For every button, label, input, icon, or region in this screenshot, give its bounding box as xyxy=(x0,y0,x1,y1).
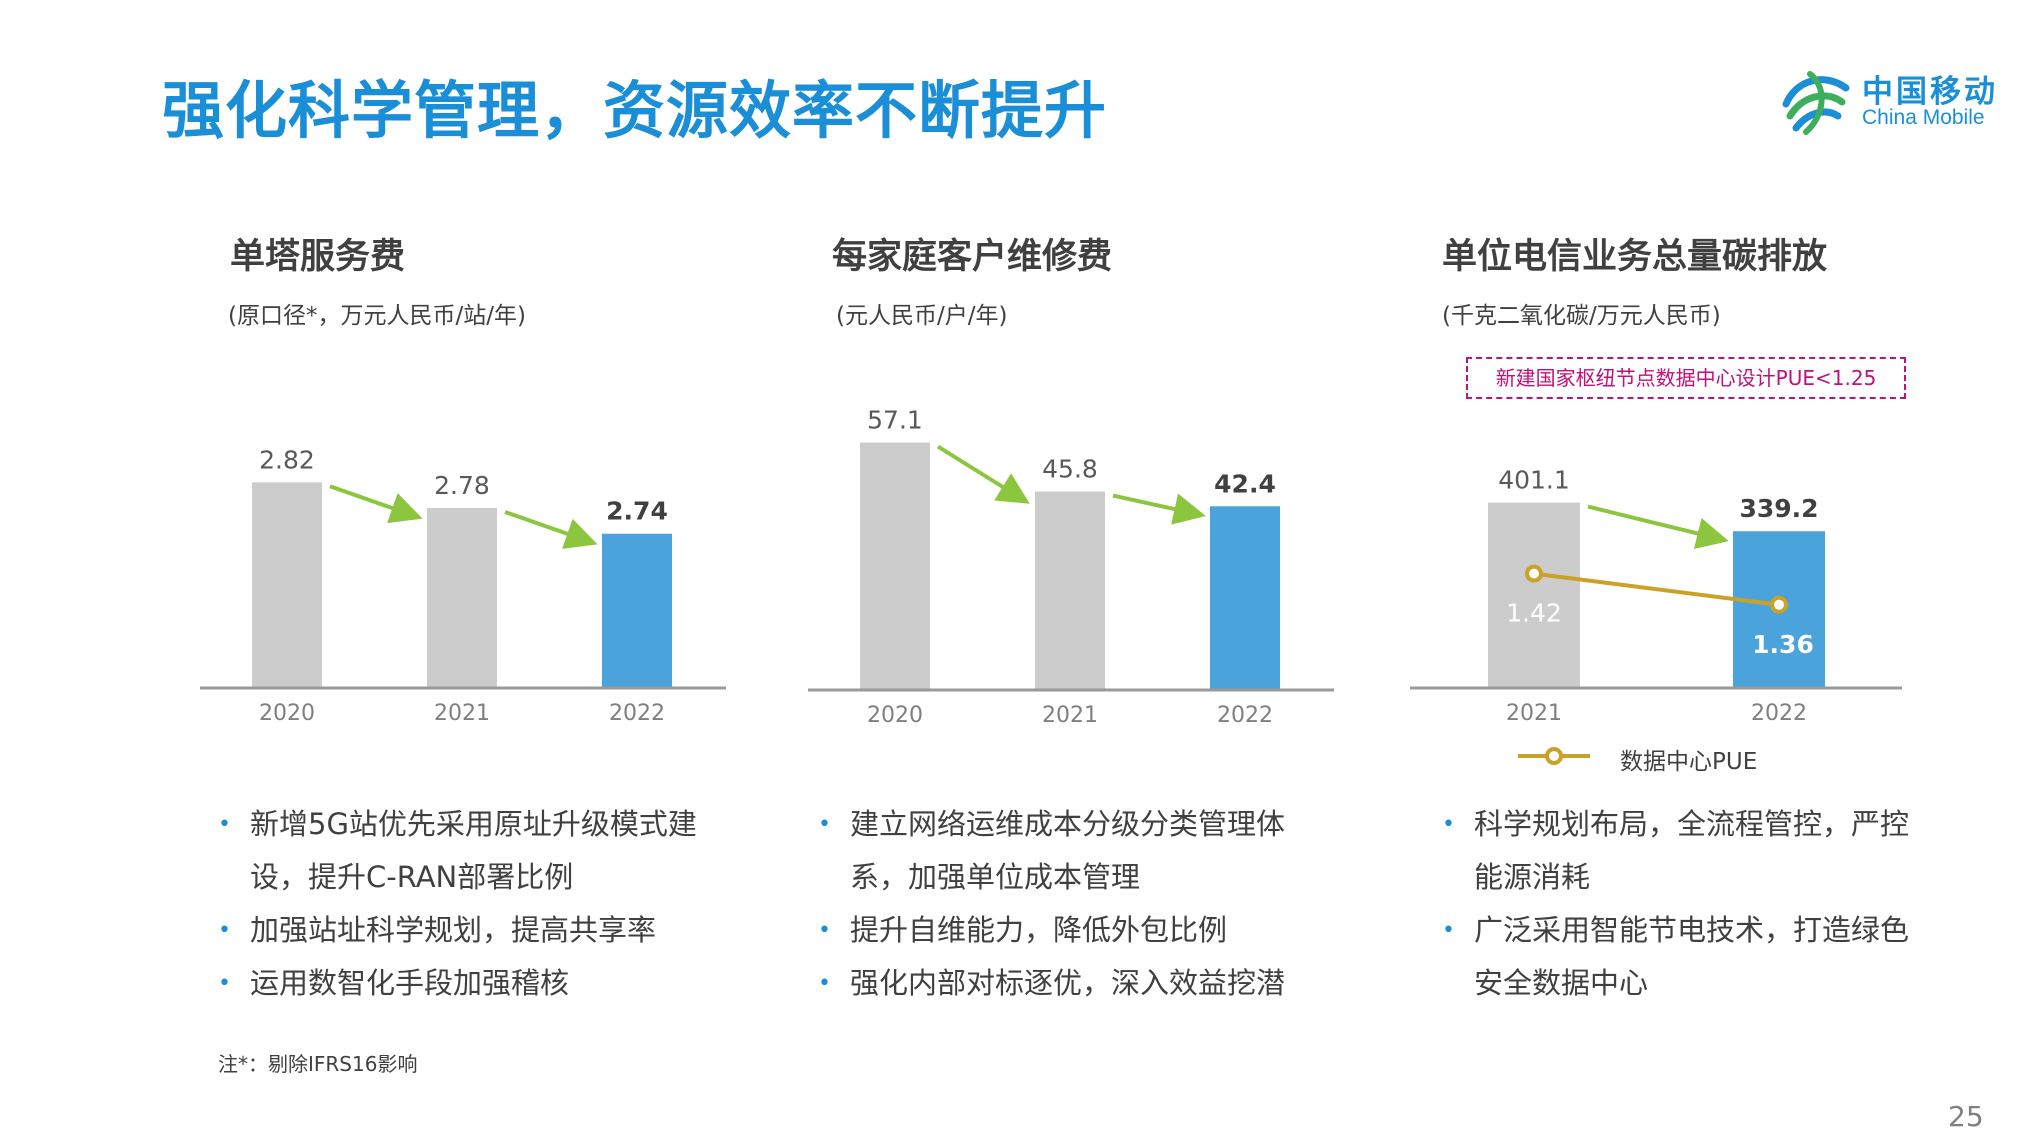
bullet-item: 建立网络运维成本分级分类管理体系，加强单位成本管理 xyxy=(812,798,1332,904)
chart-1-bar xyxy=(602,533,672,688)
page-number: 25 xyxy=(1948,1100,1984,1133)
china-mobile-logo: 中国移动 China Mobile xyxy=(1780,66,2005,138)
chart-3-pue-label: 1.42 xyxy=(1506,599,1562,628)
pue-legend-label: 数据中心PUE xyxy=(1620,749,1758,775)
chart-3-data-label: 401.1 xyxy=(1498,466,1570,495)
panel-2-unit: (元人民币/户/年) xyxy=(836,303,1008,329)
bullet-item: 广泛采用智能节电技术，打造绿色安全数据中心 xyxy=(1436,904,1926,1010)
chart-3-legend-marker xyxy=(1545,747,1563,765)
china-mobile-logo-icon xyxy=(1782,71,1850,135)
bullet-item: 加强站址科学规划，提高共享率 xyxy=(212,904,732,957)
chart-3-trend-arrow xyxy=(1587,504,1729,550)
footnote: 注*：剔除IFRS16影响 xyxy=(218,1052,418,1076)
chart-2-bar xyxy=(860,442,930,690)
chart-3-pue-point xyxy=(1525,564,1543,583)
chart-3-x-tick-label: 2021 xyxy=(1506,701,1562,726)
panel-1-unit: (原口径*，万元人民币/站/年) xyxy=(228,303,526,329)
bullet-item: 科学规划布局，全流程管控，严控能源消耗 xyxy=(1436,798,1926,904)
panel-3-bullets: 科学规划布局，全流程管控，严控能源消耗 广泛采用智能节电技术，打造绿色安全数据中… xyxy=(1436,798,1926,1010)
chart-2-data-label: 45.8 xyxy=(1042,455,1098,484)
page-title: 强化科学管理，资源效率不断提升 xyxy=(162,74,1108,147)
chart-3-bar xyxy=(1488,502,1580,688)
panel-1-title: 单塔服务费 xyxy=(230,237,406,277)
bullet-item: 新增5G站优先采用原址升级模式建设，提升C-RAN部署比例 xyxy=(212,798,732,904)
chart-1-x-tick-label: 2022 xyxy=(609,701,665,726)
bullet-item: 提升自维能力，降低外包比例 xyxy=(812,904,1332,957)
chart-1-trend-arrow xyxy=(504,510,598,549)
chart-2-data-label: 42.4 xyxy=(1214,469,1276,498)
chart-1-data-label: 2.82 xyxy=(259,445,315,474)
logo-english-name: China Mobile xyxy=(1862,106,1985,129)
chart-1-trend-arrow xyxy=(329,484,423,524)
chart-2-bar xyxy=(1035,491,1105,690)
chart-2-data-label: 57.1 xyxy=(867,406,923,435)
panel-3-title: 单位电信业务总量碳排放 xyxy=(1442,237,1828,277)
chart-1-data-label: 2.74 xyxy=(606,497,668,526)
chart-2-x-tick-label: 2020 xyxy=(867,703,923,728)
chart-2-bar xyxy=(1210,506,1280,690)
chart-2-trend-arrow xyxy=(1112,493,1206,525)
chart-1-x-tick-label: 2021 xyxy=(434,701,490,726)
chart-3-pue-point xyxy=(1770,595,1788,614)
chart-2-trend-arrow xyxy=(936,444,1030,504)
chart-1-bar xyxy=(252,482,322,688)
chart-3-data-label: 339.2 xyxy=(1739,494,1818,523)
panel-2-title: 每家庭客户维修费 xyxy=(832,237,1113,277)
bullet-item: 运用数智化手段加强稽核 xyxy=(212,957,732,1010)
logo-chinese-name: 中国移动 xyxy=(1862,74,1998,110)
chart-3-pue-label: 1.36 xyxy=(1752,630,1814,659)
panel-2-bullets: 建立网络运维成本分级分类管理体系，加强单位成本管理 提升自维能力，降低外包比例 … xyxy=(812,798,1332,1010)
bullet-item: 强化内部对标逐优，深入效益挖潜 xyxy=(812,957,1332,1010)
chart-2-x-tick-label: 2021 xyxy=(1042,703,1098,728)
chart-3-pue-line xyxy=(1533,571,1780,607)
chart-2-x-tick-label: 2022 xyxy=(1217,703,1273,728)
pue-target-note: 新建国家枢纽节点数据中心设计PUE<1.25 xyxy=(1466,357,1906,399)
chart-1-x-tick-label: 2020 xyxy=(259,701,315,726)
chart-1-data-label: 2.78 xyxy=(434,471,490,500)
chart-3-x-tick-label: 2022 xyxy=(1751,701,1807,726)
panel-1-bullets: 新增5G站优先采用原址升级模式建设，提升C-RAN部署比例 加强站址科学规划，提… xyxy=(212,798,732,1010)
chart-1-bar xyxy=(427,508,497,688)
charts-canvas: 2.82 2020 2.78 2021 2.74 2022 57.1 2020 45.8 2021… xyxy=(200,406,1902,765)
panel-3-unit: (千克二氧化碳/万元人民币) xyxy=(1442,303,1721,329)
